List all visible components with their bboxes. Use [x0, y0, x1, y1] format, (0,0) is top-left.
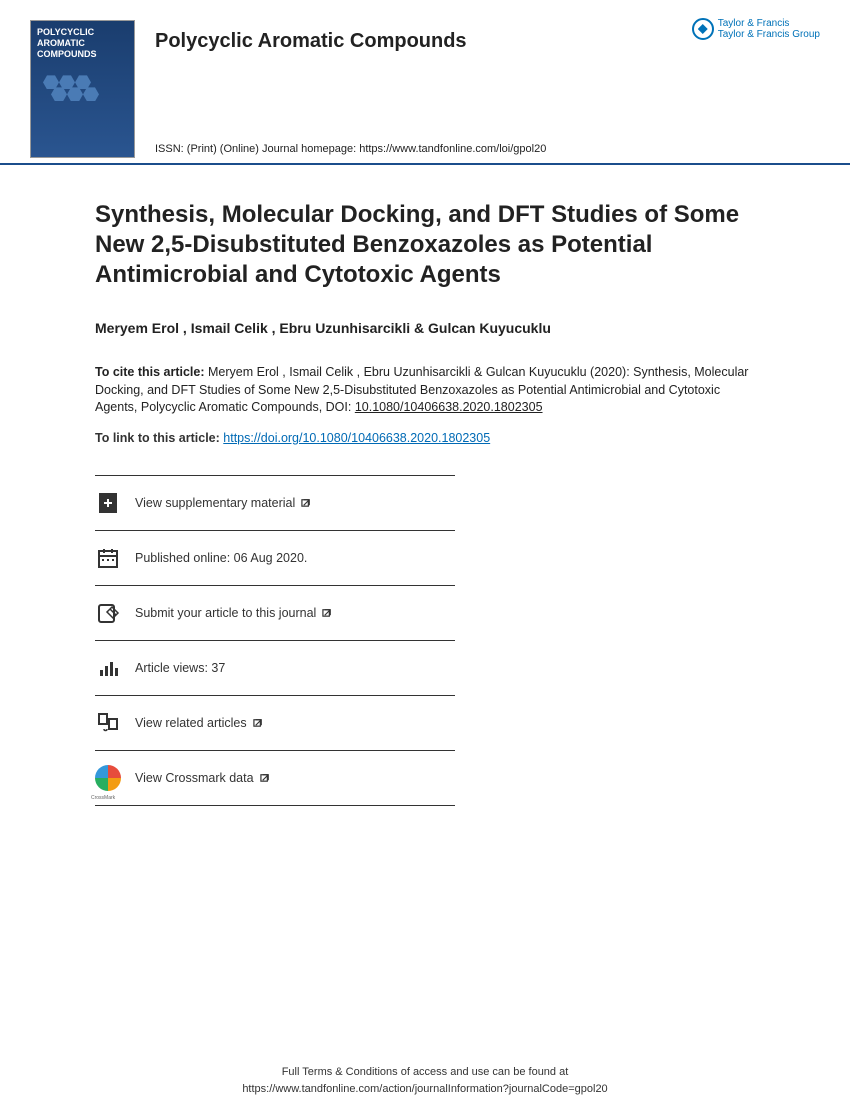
action-crossmark[interactable]: View Crossmark data — [95, 751, 455, 806]
publisher-text: Taylor & Francis Taylor & Francis Group — [718, 18, 820, 40]
action-related[interactable]: View related articles — [95, 696, 455, 751]
publisher-logo: Taylor & Francis Taylor & Francis Group — [692, 18, 820, 40]
journal-homepage-link[interactable]: https://www.tandfonline.com/loi/gpol20 — [359, 143, 546, 155]
crossmark-icon — [95, 765, 121, 791]
action-text: Article views: 37 — [135, 661, 225, 675]
article-title: Synthesis, Molecular Docking, and DFT St… — [95, 200, 755, 290]
cite-doi-link[interactable]: 10.1080/10406638.2020.1802305 — [355, 400, 543, 414]
citation-block: To cite this article: Meryem Erol , Isma… — [95, 364, 755, 417]
issn-prefix: ISSN: (Print) (Online) Journal homepage: — [155, 143, 359, 155]
cover-title: POLYCYCLIC AROMATIC COMPOUNDS — [37, 27, 128, 59]
footer-line1: Full Terms & Conditions of access and us… — [0, 1064, 850, 1081]
publisher-logo-icon — [692, 18, 714, 40]
action-views: Article views: 37 — [95, 641, 455, 696]
cover-hexagon-graphic — [37, 71, 128, 111]
action-text: Submit your article to this journal — [135, 606, 316, 620]
action-text: View supplementary material — [135, 496, 295, 510]
external-link-icon — [322, 607, 333, 618]
external-link-icon — [260, 772, 271, 783]
action-submit[interactable]: Submit your article to this journal — [95, 586, 455, 641]
link-line: To link to this article: https://doi.org… — [95, 431, 755, 445]
publisher-name: Taylor & Francis — [718, 18, 820, 29]
link-label: To link to this article: — [95, 431, 223, 445]
action-text: View Crossmark data — [135, 771, 254, 785]
action-supplementary[interactable]: View supplementary material — [95, 475, 455, 531]
external-link-icon — [301, 497, 312, 508]
edit-icon — [95, 600, 121, 626]
plus-document-icon — [95, 490, 121, 516]
journal-cover-thumbnail: POLYCYCLIC AROMATIC COMPOUNDS — [30, 20, 135, 158]
action-published: Published online: 06 Aug 2020. — [95, 531, 455, 586]
cite-label: To cite this article: — [95, 365, 205, 379]
article-authors: Meryem Erol , Ismail Celik , Ebru Uzunhi… — [95, 320, 755, 336]
related-articles-icon — [95, 710, 121, 736]
footer-terms-link[interactable]: https://www.tandfonline.com/action/journ… — [242, 1083, 607, 1095]
external-link-icon — [253, 717, 264, 728]
issn-line: ISSN: (Print) (Online) Journal homepage:… — [155, 143, 820, 155]
action-list: View supplementary material Published on… — [95, 475, 455, 806]
action-text: Published online: 06 Aug 2020. — [135, 551, 307, 565]
calendar-icon — [95, 545, 121, 571]
article-doi-link[interactable]: https://doi.org/10.1080/10406638.2020.18… — [223, 431, 490, 445]
publisher-tagline: Taylor & Francis Group — [718, 29, 820, 40]
main-content: Synthesis, Molecular Docking, and DFT St… — [0, 165, 850, 806]
page-header: POLYCYCLIC AROMATIC COMPOUNDS Polycyclic… — [0, 0, 850, 165]
bar-chart-icon — [95, 655, 121, 681]
action-text: View related articles — [135, 716, 247, 730]
page-footer: Full Terms & Conditions of access and us… — [0, 1064, 850, 1097]
